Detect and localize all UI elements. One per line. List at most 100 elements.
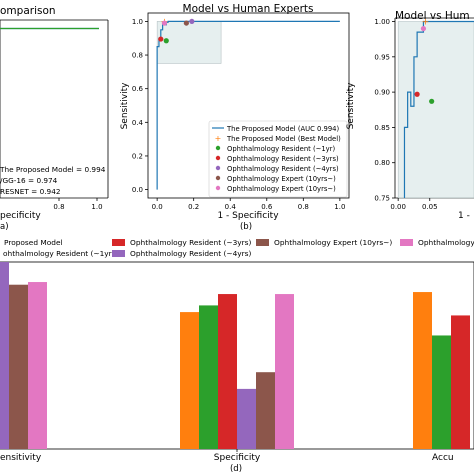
panel-b-ytick-label-5: 1.0 xyxy=(132,18,143,26)
panel-b-caption: (b) xyxy=(240,222,252,232)
panel-b-legend-entry-4: Ophthalmology Resident (~4yrs) xyxy=(227,165,339,173)
panel-b-legend-swatch-4 xyxy=(215,165,221,171)
panel-c-plot: +0.00 0.05 0.75 0.80 0.85 0.90 0.95 1.00 xyxy=(374,18,474,211)
panel-d-legend-entry-4: ohthalmology Resident (~1yr) xyxy=(3,249,115,258)
panel-d-bars xyxy=(0,262,470,449)
panel-b-legend: The Proposed Model (AUC 0.994) + The Pro… xyxy=(208,120,348,198)
panel-a-xtick-label-0: 0.8 xyxy=(53,203,64,211)
panel-b-legend-entry-5: Ophthalmology Expert (10yrs~) xyxy=(227,175,336,183)
panel-b-point-4 xyxy=(183,20,189,26)
panel-d-bar-1-4 xyxy=(256,372,275,449)
panel-b-plot: +0.0 0.2 0.4 0.6 0.8 1.0 0.0 0.2 0.4 0.6 0.8 1.0 xyxy=(132,17,346,211)
panel-c-point-1 xyxy=(429,98,435,104)
panel-b-frame xyxy=(147,12,350,199)
panel-d-bar-2-2 xyxy=(451,315,470,449)
panel-c: Model vs Hum +0.00 0.05 0.75 0.80 0.85 0.90 0.… xyxy=(346,10,474,221)
panel-b-point-3 xyxy=(189,18,195,25)
panel-c-point-3 xyxy=(420,25,427,32)
panel-d-bar-0-5 xyxy=(28,282,47,449)
panel-b-xtick-label-1: 0.2 xyxy=(188,203,199,211)
panel-b-legend-swatch-5 xyxy=(215,175,221,181)
panel-b-title: Model vs Human Experts xyxy=(183,3,314,15)
panel-a-xlabel: pecificity xyxy=(0,211,41,221)
panel-b-legend-box xyxy=(208,120,348,198)
panel-b-legend-entry-6: Ophthalmology Expert (10yrs~) xyxy=(227,185,336,193)
panel-c-ytick-label-2: 0.85 xyxy=(374,124,390,132)
panel-b-xtick-label-5: 1.0 xyxy=(334,203,345,211)
panel-a: omparison The Proposed Model = 0.994 /GG… xyxy=(0,5,109,232)
panel-b-xtick-label-2: 0.4 xyxy=(225,203,237,211)
panel-c-point-0: + xyxy=(422,18,430,28)
panel-d-category-label-0: ensitivity xyxy=(0,453,42,463)
panel-b-legend-entry-1: The Proposed Model (Best Model) xyxy=(226,135,341,143)
panel-b: Model vs Human Experts +0.0 0.2 0.4 0.6 0.8 1… xyxy=(120,3,350,232)
panel-c-ytick-label-0: 0.75 xyxy=(374,195,390,203)
panel-d-bar-1-1 xyxy=(199,305,218,449)
panel-c-roc-line xyxy=(403,20,474,198)
panel-c-point-2 xyxy=(414,91,420,97)
panel-d-legend-swatch-3 xyxy=(400,239,413,246)
panel-d-legend-entry-5: Ophthalmology Resident (~4yrs) xyxy=(130,249,252,258)
panel-b-point-5 xyxy=(161,20,168,26)
panel-d: Proposed Model Ophthalmology Resident (~… xyxy=(0,238,474,474)
panel-d-legend: Proposed Model Ophthalmology Resident (~… xyxy=(3,238,474,258)
panel-b-ytick-label-2: 0.4 xyxy=(132,119,144,127)
panel-d-bar-1-0 xyxy=(180,312,199,449)
panel-b-legend-entry-2: Ophthalmology Resident (~1yr) xyxy=(227,145,335,153)
panel-b-legend-entry-0: The Proposed Model (AUC 0.994) xyxy=(226,125,339,133)
panel-d-bar-1-3 xyxy=(237,388,256,449)
panel-b-ytick-label-3: 0.6 xyxy=(132,85,144,93)
panel-c-ytick-label-4: 0.95 xyxy=(374,53,390,61)
panel-b-legend-swatch-6 xyxy=(215,185,221,191)
panel-d-bar-1-5 xyxy=(275,294,294,449)
panel-b-legend-swatch-1: + xyxy=(215,134,222,143)
panel-b-legend-swatch-3 xyxy=(215,155,221,161)
panel-a-caption: a) xyxy=(0,222,9,232)
panel-b-ytick-label-1: 0.2 xyxy=(132,152,143,160)
panel-a-legend-entry-0: The Proposed Model = 0.994 xyxy=(0,165,106,174)
panel-c-xtick-label-0: 0.00 xyxy=(390,203,406,211)
panel-a-title: omparison xyxy=(0,5,56,17)
panel-d-bar-2-0 xyxy=(413,292,432,449)
panel-a-xtick-label-1: 1.0 xyxy=(91,203,102,211)
panel-b-xtick-label-0: 0.0 xyxy=(152,203,163,211)
panel-b-ytick-label-4: 0.8 xyxy=(132,52,143,60)
panel-d-legend-swatch-5 xyxy=(112,250,125,257)
panel-d-legend-entry-2: Ophthalmology Expert (10yrs~) xyxy=(274,238,392,247)
panel-d-bar-2-1 xyxy=(432,335,451,449)
panel-b-roc-line xyxy=(156,20,340,190)
panel-a-legend: The Proposed Model = 0.994 /GG-16 = 0.97… xyxy=(0,165,106,196)
panel-d-legend-swatch-1 xyxy=(112,239,125,246)
panel-c-ylabel: Sensitivity xyxy=(346,82,356,130)
panel-c-ytick-label-5: 1.00 xyxy=(374,18,390,26)
panel-d-legend-entry-1: Ophthalmology Resident (~3yrs) xyxy=(130,238,252,247)
panel-d-bar-0-4 xyxy=(9,284,28,449)
panel-c-xlabel: 1 - xyxy=(458,211,470,221)
panel-d-bar-0-3 xyxy=(0,262,9,449)
panel-d-bar-1-2 xyxy=(218,294,237,449)
panel-b-ylabel: Sensitivity xyxy=(120,82,130,130)
panel-b-legend-swatch-2 xyxy=(215,145,221,151)
panel-a-plot: The Proposed Model = 0.994 /GG-16 = 0.97… xyxy=(0,19,109,211)
panel-c-zoom-region xyxy=(397,21,474,199)
panel-a-legend-entry-1: /GG-16 = 0.974 xyxy=(0,176,58,185)
panel-c-ytick-label-1: 0.80 xyxy=(374,159,390,167)
panel-c-xtick-label-1: 0.05 xyxy=(422,203,438,211)
panel-d-category-label-1: Specificity xyxy=(214,453,261,463)
panel-c-title: Model vs Hum xyxy=(395,10,470,22)
panel-a-legend-entry-2: RESNET = 0.942 xyxy=(0,187,60,196)
panel-b-ytick-label-0: 0.0 xyxy=(132,186,143,194)
panel-b-xtick-label-3: 0.6 xyxy=(261,203,273,211)
panel-d-category-label-2: Accu xyxy=(432,453,454,463)
panel-d-legend-entry-0: Proposed Model xyxy=(4,238,63,247)
panel-d-legend-swatch-2 xyxy=(256,239,269,246)
panel-b-legend-entry-3: Ophthalmology Resident (~3yrs) xyxy=(227,155,339,163)
panel-d-caption: (d) xyxy=(230,464,242,474)
panel-d-legend-entry-3: Ophthalmology E xyxy=(418,238,474,247)
panel-c-ytick-label-3: 0.90 xyxy=(374,89,390,97)
panel-b-xtick-label-4: 0.8 xyxy=(298,203,309,211)
panel-b-point-1 xyxy=(163,38,169,44)
panel-b-xlabel: 1 - Specificity xyxy=(217,211,279,221)
panel-b-point-2 xyxy=(158,36,164,42)
